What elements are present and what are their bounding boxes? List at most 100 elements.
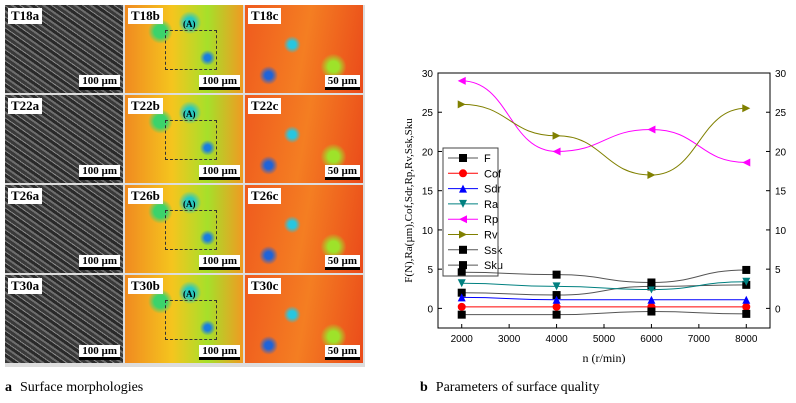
scale-bar: 100 µm [79, 345, 120, 360]
data-point-rp [647, 125, 656, 134]
micrograph-t30b: T30b 100 µm (A) [125, 275, 243, 363]
legend-label: Ssk [484, 245, 503, 257]
data-point-ra [647, 285, 656, 294]
data-point-rv [457, 100, 466, 109]
y-axis-label: F(N),Ra(µm),Cof,Sdr,Rp,Rv,Ssk,Sku [403, 118, 415, 283]
micrograph-t18c: T18c 50 µm [245, 5, 363, 93]
data-point-f [457, 288, 466, 297]
data-point-sdr [647, 295, 656, 304]
y2-tick-label: 5 [775, 265, 781, 276]
series-line-ra [461, 281, 747, 291]
micrograph-t26b: T26b 100 µm (A) [125, 185, 243, 273]
series-line-sdr [461, 296, 747, 301]
data-point-sku [457, 268, 466, 277]
region-label: (A) [183, 289, 196, 299]
series-line-sku [461, 269, 747, 283]
micrograph-label: T30c [248, 278, 282, 294]
data-point-sdr [742, 295, 751, 304]
micrograph-t26a: T26a 100 µm [5, 185, 123, 273]
micrograph-label: T22c [248, 98, 282, 114]
y2-tick-label: 25 [775, 108, 787, 119]
region-box [165, 30, 217, 70]
scale-bar: 50 µm [324, 165, 360, 180]
region-box [165, 300, 217, 340]
region-box [165, 120, 217, 160]
data-point-rv [552, 131, 561, 140]
data-point-f [552, 291, 561, 300]
scale-bar: 100 µm [79, 255, 120, 270]
micrograph-label: T22a [8, 98, 43, 114]
y2-tick-label: 0 [775, 304, 781, 315]
data-point-cof [552, 302, 561, 311]
data-point-ssk [457, 310, 466, 319]
data-point-ssk [647, 307, 656, 316]
legend-marker [459, 169, 467, 178]
scale-bar: 50 µm [324, 75, 360, 90]
legend-label: Cof [484, 168, 502, 180]
data-point-ra [552, 282, 561, 291]
legend-label: Sku [484, 260, 503, 272]
micrograph-label: T30b [128, 278, 163, 294]
series-line-rp [461, 80, 747, 163]
legend-marker [459, 199, 467, 208]
legend-box [442, 147, 499, 277]
legend-label: F [484, 153, 491, 165]
data-point-sku [647, 278, 656, 287]
data-point-sku [742, 265, 751, 274]
region-label: (A) [183, 199, 196, 209]
x-tick-label: 7000 [688, 334, 711, 345]
legend-label: Rv [484, 230, 498, 242]
x-tick-label: 5000 [593, 334, 616, 345]
legend-marker [459, 261, 467, 270]
micrograph-t22a: T22a 100 µm [5, 95, 123, 183]
scale-bar: 100 µm [199, 345, 240, 360]
y-tick-label: 5 [427, 265, 433, 276]
y-tick-label: 10 [422, 226, 434, 237]
x-tick-label: 8000 [735, 334, 758, 345]
data-point-ra [742, 277, 751, 286]
data-point-cof [742, 302, 751, 311]
y2-tick-label: 10 [775, 226, 787, 237]
scale-bar: 50 µm [324, 255, 360, 270]
data-point-rp [742, 158, 751, 167]
y2-tick-label: 20 [775, 147, 787, 158]
series-line-f [461, 284, 747, 296]
data-point-cof [457, 302, 466, 311]
micrograph-t30c: T30c 50 µm [245, 275, 363, 363]
micrograph-t22c: T22c 50 µm [245, 95, 363, 183]
micrograph-t18b: T18b 100 µm (A) [125, 5, 243, 93]
surface-morphology-grid: T18a 100 µm T18b 100 µm (A) T18c 50 µm T22a 100 … [5, 5, 365, 367]
data-point-ra [457, 279, 466, 288]
data-point-ssk [552, 310, 561, 319]
legend-marker [459, 184, 467, 193]
micrograph-t26c: T26c 50 µm [245, 185, 363, 273]
micrograph-label: T26b [128, 188, 163, 204]
micrograph-label: T18b [128, 8, 163, 24]
legend-marker [459, 154, 467, 162]
micrograph-label: T26a [8, 188, 43, 204]
legend-label: Sdr [484, 184, 501, 196]
data-point-rv [647, 171, 656, 179]
data-point-rp [457, 76, 466, 85]
x-tick-label: 4000 [545, 334, 568, 345]
y-tick-label: 25 [422, 108, 434, 119]
micrograph-t30a: T30a 100 µm [5, 275, 123, 363]
legend-marker [459, 230, 467, 239]
y-tick-label: 20 [422, 147, 434, 158]
legend-marker [459, 245, 467, 254]
region-label: (A) [183, 19, 196, 29]
micrograph-label: T30a [8, 278, 43, 294]
region-box [165, 210, 217, 250]
data-point-sdr [457, 293, 466, 302]
scale-bar: 50 µm [324, 345, 360, 360]
y-tick-label: 15 [422, 187, 434, 198]
y2-tick-label: 15 [775, 187, 787, 198]
x-tick-label: 2000 [451, 334, 474, 345]
region-label: (A) [183, 109, 196, 119]
data-point-sku [552, 270, 561, 279]
data-point-sdr [552, 295, 561, 304]
series-line-ssk [461, 311, 747, 316]
data-point-rv [742, 104, 751, 113]
micrograph-label: T22b [128, 98, 163, 114]
x-tick-label: 6000 [640, 334, 663, 345]
